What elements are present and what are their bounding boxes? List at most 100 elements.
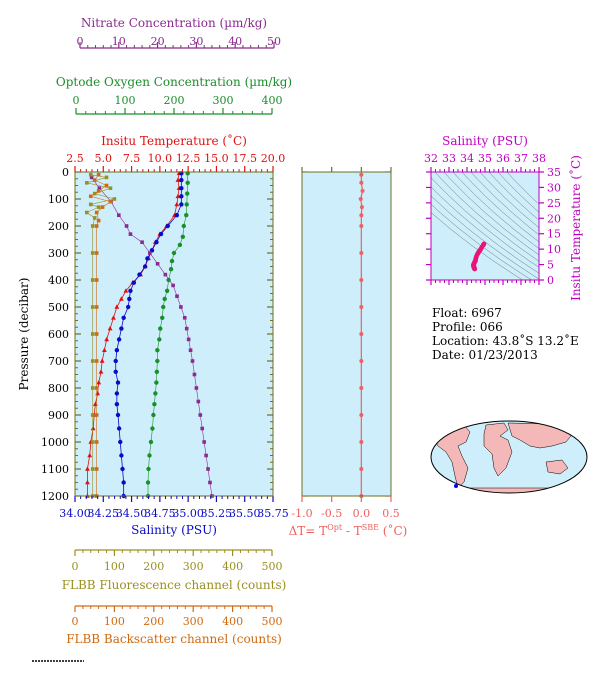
pressure-tick-label: 800	[48, 382, 69, 395]
series-point	[90, 467, 95, 471]
series-point	[206, 467, 210, 471]
backscatter-axis: 0 100 200 300 400 500 FLBB Backscatter channe…	[66, 605, 283, 646]
dt-point	[359, 172, 364, 177]
series-point	[208, 480, 212, 485]
series-point	[94, 278, 99, 282]
series-point	[114, 348, 120, 353]
series-point	[87, 452, 93, 458]
series-point	[99, 358, 105, 363]
series-point	[174, 213, 180, 218]
backscatter-tick-label: 0	[72, 615, 79, 628]
dt-point	[359, 251, 364, 255]
salinity-tick-label: 34.00	[59, 507, 91, 520]
dt-point	[359, 305, 364, 309]
series-point	[90, 359, 95, 363]
dt-point	[359, 332, 364, 336]
series-point	[192, 372, 197, 377]
ts-sal-tick-label: 35	[478, 152, 492, 165]
series-point	[96, 218, 101, 223]
series-point	[89, 175, 94, 180]
series-point	[162, 296, 167, 302]
series-point	[128, 232, 133, 236]
series-point	[90, 305, 95, 309]
series-point	[146, 466, 151, 472]
series-point	[127, 296, 132, 302]
series-point	[94, 440, 99, 444]
series-point	[184, 326, 189, 331]
series-point	[184, 202, 189, 207]
pressure-axis-label: Pressure (decibar)	[17, 278, 31, 391]
series-point	[118, 439, 123, 445]
series-point	[98, 369, 104, 374]
nitrate-tick-label: 40	[228, 35, 242, 48]
salinity-tick-label: 34.50	[116, 507, 148, 520]
dt-point	[359, 205, 364, 210]
series-point	[116, 337, 122, 342]
profile-number: Profile: 066	[432, 320, 503, 334]
ts-contour	[497, 172, 539, 213]
delta-t-panel-frame	[301, 171, 392, 497]
oxygen-tick-label: 0	[73, 94, 80, 107]
series-point	[154, 240, 159, 245]
delta-t-panel: -1.0 -0.5 0.0 0.5 ΔT= TOpt - TSBE (˚C)	[289, 167, 407, 538]
series-point	[177, 242, 183, 248]
fluorescence-tick-label: 400	[222, 560, 243, 573]
series-point	[90, 440, 95, 444]
float-info: Float: 6967 Profile: 066 Location: 43.8˚…	[432, 306, 579, 362]
dt-tick-label: 0.5	[382, 507, 400, 520]
salinity-tick-label: 35.50	[229, 507, 261, 520]
series-point	[94, 224, 99, 228]
series-point	[90, 386, 95, 390]
backscatter-tick-label: 200	[143, 615, 164, 628]
ts-sal-tick-label: 38	[532, 152, 546, 165]
ts-temp-tick-label: 0	[547, 274, 554, 287]
ts-temperature-axis-label: Insitu Temperature (˚C)	[568, 155, 583, 301]
world-map	[430, 420, 588, 494]
float-id: Float: 6967	[432, 306, 502, 320]
series-point	[200, 426, 205, 431]
series-point	[142, 264, 148, 269]
series-point	[155, 348, 160, 353]
salinity-tick-label: 35.25	[201, 507, 233, 520]
series-1	[113, 171, 184, 499]
series-point	[107, 326, 113, 331]
series-point	[108, 199, 113, 204]
pressure-tick-label: 500	[48, 301, 69, 314]
oxygen-axis: Optode Oxygen Concentration (µm/kg) 0 100…	[56, 75, 292, 115]
fluorescence-tick-label: 0	[72, 560, 79, 573]
series-point	[145, 256, 150, 261]
series-point	[140, 240, 144, 244]
dt-point	[360, 188, 365, 193]
series-point	[88, 194, 93, 199]
series-point	[90, 251, 95, 255]
series-point	[121, 480, 126, 485]
map-land-australia	[545, 459, 569, 475]
series-point	[108, 186, 113, 190]
salinity-tick-label: 34.75	[144, 507, 176, 520]
series-point	[90, 413, 95, 417]
series-point	[88, 202, 93, 207]
pressure-tick-label: 1100	[41, 463, 69, 476]
salinity-tick-label: 34.25	[88, 507, 120, 520]
series-point	[120, 466, 125, 472]
series-point	[179, 305, 183, 309]
series-point	[171, 283, 175, 288]
ts-panel-background	[431, 172, 539, 280]
series-point	[114, 402, 120, 407]
series-point	[163, 272, 168, 277]
series-point	[202, 440, 206, 444]
series-point	[102, 347, 107, 352]
backscatter-tick-label: 300	[183, 615, 204, 628]
series-point	[94, 413, 99, 417]
ts-density-contours	[431, 172, 539, 280]
series-point	[94, 386, 99, 390]
series-point	[155, 358, 160, 364]
ts-contour	[431, 212, 523, 280]
backscatter-tick-label: 100	[104, 615, 125, 628]
series-point	[179, 202, 184, 207]
series-point	[154, 380, 159, 385]
fluorescence-axis-label: FLBB Fluorescence channel (counts)	[62, 578, 287, 592]
series-point	[179, 186, 184, 191]
temperature-tick-label: 12.5	[176, 152, 201, 165]
oxygen-axis-label: Optode Oxygen Concentration (µm/kg)	[56, 75, 292, 89]
